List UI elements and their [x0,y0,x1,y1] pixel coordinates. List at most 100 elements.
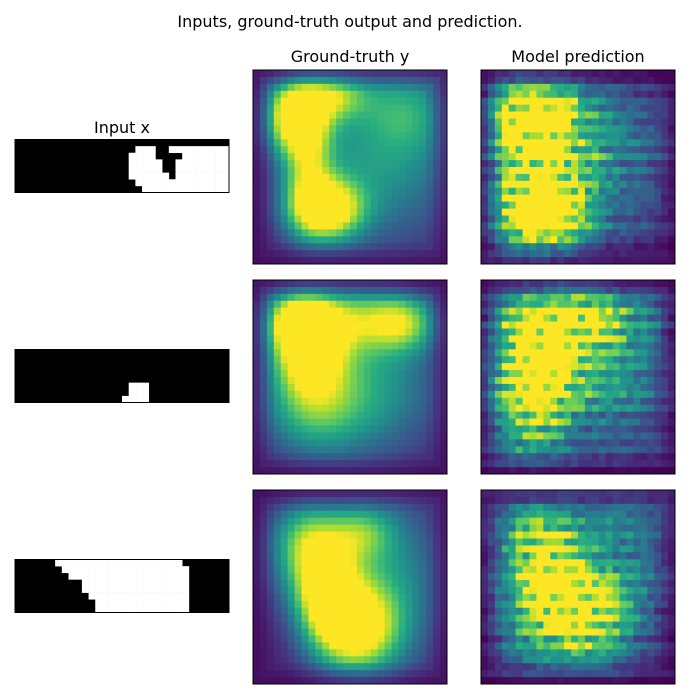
heatmap-cell [419,194,427,203]
heatmap-cell [543,607,551,616]
heatmap-cell [626,280,634,288]
heatmap-cell [308,467,316,475]
heatmap-cell [543,614,551,623]
heatmap-cell [301,201,309,209]
heatmap-cell [266,538,275,546]
heatmap-cell [377,236,386,244]
heatmap-cell [384,76,392,85]
heatmap-cell [633,118,641,126]
heatmap-cell [640,607,648,616]
heatmap-cell [481,545,489,553]
heatmap-cell [363,635,372,643]
heatmap-cell [294,490,302,498]
heatmap-cell [287,201,295,209]
heatmap-cell [384,580,392,588]
heatmap-cell [398,215,406,223]
heatmap-cell [536,167,544,175]
heatmap-cell [626,286,634,295]
heatmap-cell [557,628,565,636]
heatmap-cell [287,377,295,385]
heatmap-cell [350,153,358,161]
heatmap-cell [329,293,337,302]
heatmap-cell [433,300,441,309]
heatmap-cell [384,460,392,468]
heatmap-cell [626,173,634,182]
heatmap-cell [336,607,344,616]
heatmap-cell [578,545,586,553]
heatmap-cell [336,411,344,419]
heatmap-cell [661,280,669,288]
heatmap-cell [433,180,441,189]
heatmap-cell [487,439,496,447]
heatmap-cell [356,300,365,309]
heatmap-cell [571,600,579,609]
heatmap-cell [363,600,372,609]
heatmap-cell [522,83,530,92]
heatmap-cell [619,125,627,133]
heatmap-cell [543,201,551,209]
heatmap-cell [529,635,537,643]
heatmap-cell [370,153,379,161]
heatmap-cell [661,439,669,447]
heatmap-cell [515,83,523,92]
heatmap-cell [356,146,365,154]
heatmap-cell [308,383,316,392]
heatmap-cell [391,257,399,265]
input-cell-on [81,586,89,593]
heatmap-cell [301,677,309,685]
heatmap-cell [363,83,372,92]
heatmap-cell [273,635,282,643]
heatmap-cell [433,490,441,498]
heatmap-cell [536,593,544,602]
heatmap-cell [536,321,544,329]
heatmap-cell [543,467,551,475]
heatmap-cell [550,656,558,664]
heatmap-cell [501,314,510,322]
heatmap-cell [578,607,586,616]
heatmap-cell [661,460,669,468]
heatmap-cell [550,363,558,371]
heatmap-cell [612,593,620,602]
input-cell-on [188,166,196,173]
heatmap-cell [253,139,261,147]
heatmap-cell [440,153,448,161]
heatmap-cell [253,377,261,385]
heatmap-cell [550,132,558,140]
heatmap-cell [301,559,309,567]
heatmap-cell [571,83,579,92]
heatmap-cell [584,390,593,399]
heatmap-cell [571,559,579,567]
heatmap-cell [301,215,309,223]
heatmap-cell [433,656,441,664]
heatmap-cell [487,76,496,85]
heatmap-cell [322,167,330,175]
heatmap-cell [501,531,510,539]
heatmap-cell [266,104,275,112]
heatmap-cell [647,656,655,664]
heatmap-cell [571,70,579,78]
heatmap-cell [363,250,372,258]
heatmap-cell [571,236,579,244]
heatmap-cell [626,208,634,216]
heatmap-cell [405,446,413,454]
heatmap-cell [501,328,510,336]
heatmap-cell [336,531,344,539]
heatmap-cell [605,566,614,574]
heatmap-cell [564,215,572,223]
heatmap-cell [273,439,282,447]
heatmap-cell [253,446,261,454]
heatmap-cell [266,383,275,392]
heatmap-cell [487,621,496,629]
input-cell-on [208,152,216,160]
heatmap-cell [412,118,420,126]
heatmap-cell [543,118,551,126]
heatmap-cell [661,496,669,505]
heatmap-cell [336,656,344,664]
heatmap-cell [433,510,441,519]
heatmap-cell [481,139,489,147]
heatmap-cell [543,363,551,371]
heatmap-cell [329,460,337,468]
heatmap-cell [308,621,316,629]
heatmap-cell [426,621,434,629]
heatmap-cell [487,383,496,392]
